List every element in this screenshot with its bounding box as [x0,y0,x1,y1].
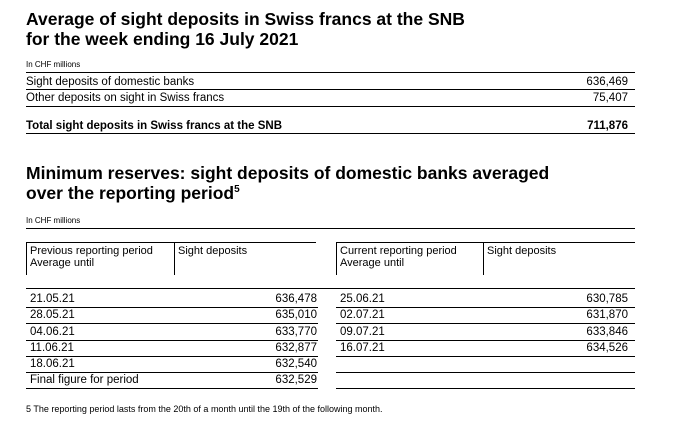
section1-title-line2: for the week ending 16 July 2021 [26,29,299,49]
curr-row-rule [336,388,635,389]
section1-row-rule [26,106,635,107]
section1-top-rule [26,72,635,73]
section2-title: Minimum reserves: sight deposits of dome… [26,163,549,203]
curr-sight-header: Sight deposits [487,245,557,257]
prev-sight-header: Sight deposits [178,245,248,257]
section1-row-rule [26,89,635,90]
section2-title-line2: over the reporting period5 [26,183,240,203]
curr-period-header-bar [336,242,337,275]
curr-row-rule [336,307,635,308]
curr-row-rule [336,340,635,341]
section1-total-label: Total sight deposits in Swiss francs at … [26,120,283,132]
section1-total-rule [26,133,635,134]
prev-row-rule [26,372,318,373]
prev-row-rule [26,356,318,357]
curr-sight-header-bar [483,242,484,275]
section1-title-line1: Average of sight deposits in Swiss franc… [26,9,465,29]
prev-row-rule [26,340,318,341]
section1-total-value: 711,876 [587,120,628,132]
curr-row-rule [336,323,635,324]
prev-sight-header-bar [174,242,175,275]
prev-row-rule [26,307,318,308]
prev-period-header-rule [26,242,171,243]
prev-period-header-bar [26,242,27,275]
section2-body-top-rule [26,288,635,289]
section1-row-value: 75,407 [592,92,628,104]
curr-row-rule [336,372,635,373]
prev-period-header: Previous reporting period Average until [30,245,153,269]
curr-sight-header-rule [481,242,635,243]
section1-unit: In CHF millions [26,60,81,69]
section1-row-label: Sight deposits of domestic banks [26,76,195,88]
section2-top-rule [26,228,635,229]
prev-row-rule [26,388,318,389]
prev-sight-header-rule [171,242,316,243]
prev-row-rule [26,323,318,324]
footnote: 5 The reporting period lasts from the 20… [26,404,383,414]
section1-row-value: 636,469 [586,76,628,88]
footnote-ref: 5 [234,184,240,195]
section2-unit: In CHF millions [26,216,81,225]
section2-title-line1: Minimum reserves: sight deposits of dome… [26,163,550,183]
section1-row-label: Other deposits on sight in Swiss francs [26,92,225,104]
curr-row-rule [336,356,635,357]
section1-title: Average of sight deposits in Swiss franc… [26,9,465,49]
curr-period-header-rule [336,242,481,243]
curr-period-header: Current reporting period Average until [340,245,457,269]
